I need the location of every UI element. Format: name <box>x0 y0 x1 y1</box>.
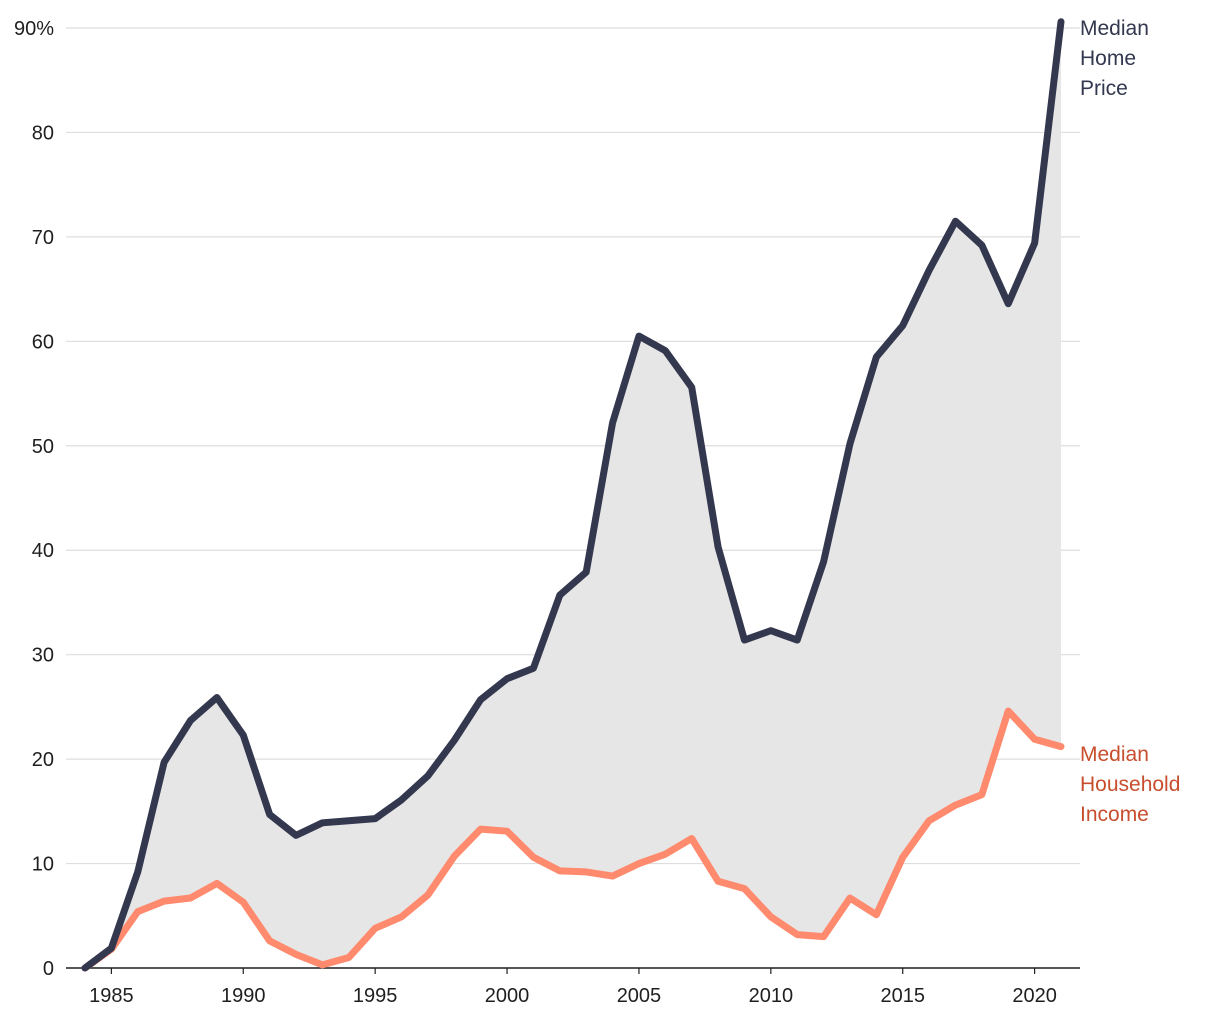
series-label-median-home-price: Median Home Price <box>1080 17 1149 100</box>
x-tick-label-2020: 2020 <box>1012 985 1057 1007</box>
y-tick-label-40: 40 <box>32 540 54 562</box>
y-tick-label-70: 70 <box>32 227 54 249</box>
fill-between-area <box>85 21 1061 969</box>
x-tick-label-1990: 1990 <box>221 985 266 1007</box>
y-tick-label-80: 80 <box>32 122 54 144</box>
y-tick-label-0: 0 <box>43 958 54 980</box>
y-tick-label-30: 30 <box>32 645 54 667</box>
x-tick-label-2005: 2005 <box>617 985 662 1007</box>
series-labels: Median Home Price Median Household Income <box>1080 17 1180 826</box>
x-axis: 1985 1990 1995 2000 2005 2010 2015 2020 <box>66 967 1080 1007</box>
y-tick-labels: 0 10 20 30 40 50 60 70 80 90% <box>14 18 54 980</box>
x-tick-label-1995: 1995 <box>353 985 398 1007</box>
series-line-median-home-price <box>81 18 1065 972</box>
y-tick-label-10: 10 <box>32 854 54 876</box>
series-label-median-household-income: Median Household Income <box>1080 743 1180 826</box>
x-tick-label-2000: 2000 <box>485 985 530 1007</box>
y-tick-label-90: 90% <box>14 18 54 40</box>
y-tick-label-20: 20 <box>32 749 54 771</box>
y-tick-label-50: 50 <box>32 436 54 458</box>
x-tick-label-2010: 2010 <box>749 985 794 1007</box>
x-tick-label-2015: 2015 <box>880 985 925 1007</box>
y-tick-label-60: 60 <box>32 331 54 353</box>
series-lines <box>81 18 1065 972</box>
series-line-median-household-income <box>81 707 1065 972</box>
x-tick-label-1985: 1985 <box>89 985 134 1007</box>
